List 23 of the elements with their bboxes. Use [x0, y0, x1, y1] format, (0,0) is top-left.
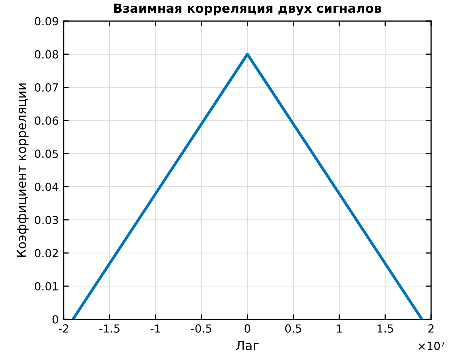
y-tick-label: 0.04 — [35, 182, 59, 192]
y-tick-label: 0.06 — [35, 116, 58, 126]
x-tick-label: -0.5 — [191, 324, 212, 333]
y-tick-label: 0.01 — [35, 282, 58, 291]
x-tick-label: -1 — [150, 324, 160, 333]
y-tick-label: 0.05 — [35, 150, 58, 158]
x-tick-label: 1.5 — [378, 324, 394, 333]
y-tick-label: 0 — [52, 315, 58, 324]
y-axis-title: Коэффициент корреляции — [17, 84, 29, 257]
y-tick-label: 0.08 — [35, 50, 58, 59]
y-tick-label: 0.09 — [35, 17, 58, 26]
x-tick-label: -1.5 — [100, 324, 120, 333]
text: ×10⁷ — [418, 342, 445, 350]
x-tick-label: 0.5 — [285, 324, 302, 333]
x-tick-label: 1 — [337, 324, 342, 333]
y-tick-label: 0.02 — [35, 249, 58, 258]
x-tick-label: -2 — [58, 324, 68, 333]
x-tick-label: 2 — [428, 324, 434, 333]
y-tick-label: 0.03 — [35, 216, 58, 224]
x-axis-title: Лаг — [236, 341, 259, 350]
y-tick-label: 0.07 — [35, 84, 58, 92]
x-tick-label: 0 — [244, 324, 250, 333]
chart-title: Взаимная корреляция двух сигналов — [114, 4, 382, 16]
